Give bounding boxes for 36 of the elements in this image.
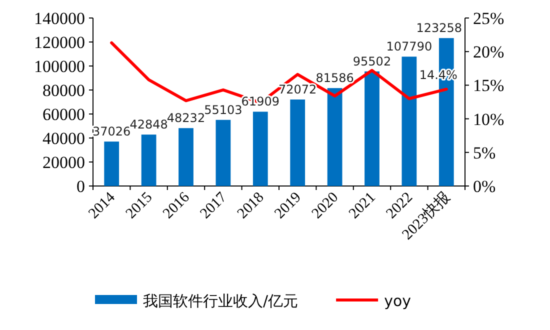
legend-label: 我国软件行业收入/亿元 [143,292,298,310]
y-tick-label: 40000 [42,129,85,148]
data-label: 72072 [278,82,317,97]
legend-yoy: yoy [336,292,411,310]
y-tick-label: 60000 [42,105,85,124]
y2-tick-label: 10% [473,110,504,129]
bar [104,142,120,186]
bar [364,71,380,186]
y2-tick-label: 5% [473,143,496,162]
bar [252,112,268,186]
data-label: 48232 [166,111,206,126]
y-tick-label: 100000 [34,57,85,76]
y2-tick-label: 20% [473,42,504,62]
y-tick-label: 80000 [42,81,85,100]
bar [141,134,156,186]
legend-label: yoy [384,292,412,310]
y-tick-label: 120000 [34,33,85,52]
data-label: 61909 [241,94,280,109]
bar [216,120,231,186]
bar [402,56,417,186]
data-label: 42848 [130,118,168,132]
data-label: 107790 [386,40,432,54]
data-label: 95502 [352,54,392,68]
data-label: 81586 [316,71,354,86]
data-label: 123258 [416,21,462,36]
y-tick-label: 140000 [34,9,85,28]
y2-tick-label: 0% [473,177,496,196]
y2-tick-label: 15% [473,76,504,96]
y-tick-label: 0 [76,177,85,196]
y2-tick-label: 25% [473,9,504,28]
y-tick-label: 20000 [42,153,85,172]
bar [290,100,306,186]
data-label: 55103 [204,102,242,117]
bar [327,88,342,186]
legend-我国软件行业收入/亿元: 我国软件行业收入/亿元 [95,292,298,310]
bar [178,128,194,186]
